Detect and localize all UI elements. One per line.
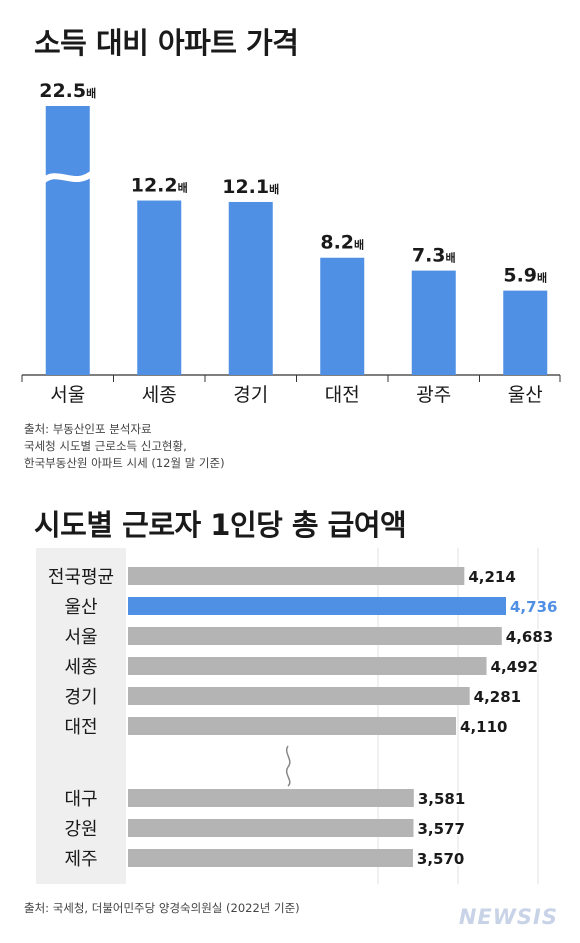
category-label-대전: 대전	[325, 384, 360, 406]
category-label-세종: 세종	[142, 384, 177, 406]
bar-대구	[128, 789, 414, 807]
source-line: 국세청 시도별 근로소득 신고현황,	[24, 439, 187, 453]
bar-울산	[128, 597, 506, 615]
bar-광주	[411, 270, 456, 375]
data-label-경기: 4,281	[474, 688, 521, 706]
bar-세종	[128, 657, 487, 675]
data-label-전국평균: 4,214	[468, 568, 515, 586]
bar-세종	[137, 200, 182, 375]
chart-title-income-ratio: 소득 대비 아파트 가격	[34, 26, 299, 60]
salary-bar-chart: 전국평균 4,214 울산 4,736 서울 4,683 세종 4,492 경기 4,281 대전 4…	[36, 548, 559, 884]
category-label-서울: 서울	[50, 384, 85, 406]
bar-제주	[128, 849, 413, 867]
bar-경기	[228, 201, 273, 375]
category-label-제주: 제주	[64, 849, 97, 870]
category-label-경기: 경기	[64, 687, 97, 708]
chart2-source: 출처: 국세청, 더불어민주당 양경숙의원실 (2022년 기준)	[24, 900, 300, 917]
category-label-대구: 대구	[64, 789, 97, 810]
axis-break-mark	[39, 169, 96, 185]
data-label-대전: 8.2배	[320, 232, 364, 254]
bar-대전	[128, 717, 457, 735]
data-label-경기: 12.1배	[222, 176, 279, 198]
category-label-울산: 울산	[64, 597, 97, 618]
source-line: 한국부동산원 아파트 시세 (12월 말 기준)	[24, 456, 225, 470]
category-label-광주: 광주	[416, 384, 451, 406]
bar-서울	[128, 627, 502, 645]
category-label-panel	[36, 548, 126, 884]
chart-title-salary: 시도별 근로자 1인당 총 급여액	[34, 508, 407, 542]
data-label-울산: 5.9배	[503, 265, 547, 287]
bar-전국평균	[128, 567, 465, 585]
bar-서울	[45, 106, 90, 375]
source-line: 출처: 국세청, 더불어민주당 양경숙의원실 (2022년 기준)	[24, 901, 300, 915]
data-label-대전: 4,110	[460, 718, 507, 736]
data-label-세종: 4,492	[491, 658, 538, 676]
bar-강원	[128, 819, 414, 837]
bar-대전	[320, 257, 365, 375]
data-label-서울: 4,683	[506, 628, 553, 646]
category-label-울산: 울산	[508, 384, 543, 406]
category-label-대전: 대전	[64, 717, 97, 738]
category-label-전국평균: 전국평균	[48, 567, 114, 588]
bar-울산	[503, 290, 548, 375]
data-label-제주: 3,570	[417, 850, 464, 868]
data-label-세종: 12.2배	[131, 175, 188, 197]
category-label-경기: 경기	[233, 384, 268, 406]
data-label-울산: 4,736	[510, 598, 557, 616]
data-label-서울: 22.5배	[39, 80, 96, 102]
category-label-강원: 강원	[64, 819, 97, 840]
chart1-source: 출처: 부동산인포 분석자료 국세청 시도별 근로소득 신고현황, 한국부동산원…	[24, 421, 225, 472]
category-label-서울: 서울	[64, 627, 97, 648]
newsis-watermark: NEWSIS	[458, 905, 558, 929]
category-label-세종: 세종	[64, 657, 97, 678]
axis-break-mark	[285, 745, 291, 787]
data-label-강원: 3,577	[417, 820, 464, 838]
bar-경기	[128, 687, 470, 705]
data-label-대구: 3,581	[418, 790, 465, 808]
source-line: 출처: 부동산인포 분석자료	[24, 422, 152, 436]
data-label-광주: 7.3배	[412, 245, 456, 267]
